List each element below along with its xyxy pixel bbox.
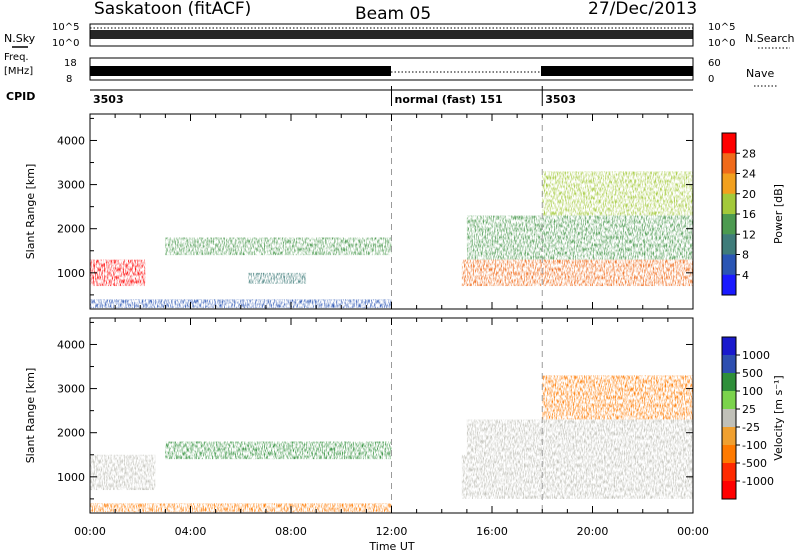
freq-panel: Freq. [MHz] 18 8 60 0 Nave: [4, 52, 778, 87]
cpid-entry-2: 3503: [545, 93, 576, 106]
colorbar-tick-label: 100: [742, 385, 763, 398]
nave-tick-top: 60: [708, 58, 721, 69]
colorbar-cell: [722, 409, 736, 428]
noise-tick-bottom-left: 10^0: [52, 38, 79, 49]
x-tick-label: 00:00: [74, 525, 106, 538]
power-axes: 1000 2000 3000 4000 Slant Range [km]: [24, 114, 694, 309]
colorbar-label: Velocity [m s⁻¹]: [772, 375, 785, 460]
noise-panel: 10^5 10^0 10^5 10^0 N.Sky N.Search: [4, 22, 795, 49]
colorbar-cell: [722, 274, 736, 296]
colorbar-tick-label: 16: [742, 208, 756, 221]
colorbar-label: Power [dB]: [772, 184, 785, 244]
y-axis-label: Slant Range [km]: [24, 368, 37, 464]
x-tick-label: 04:00: [175, 525, 207, 538]
colorbar-cell: [722, 463, 736, 482]
colorbar-tick-label: 25: [742, 403, 756, 416]
power-data: [90, 171, 693, 309]
colorbar-cell: [722, 337, 736, 356]
colorbar-tick-label: 500: [742, 367, 763, 380]
colorbar-tick-label: 20: [742, 188, 756, 201]
freq-tick-top: 18: [64, 58, 77, 69]
y-tick-label: 2000: [57, 427, 85, 440]
scatter-region-2: [90, 503, 392, 513]
time-axis: 00:00 04:00 08:00 12:00 16:00 20:00 00:00 Time …: [74, 525, 709, 553]
colorbar-tick-label: 4: [742, 269, 749, 282]
colorbar-frame: [721, 336, 737, 500]
scatter-region-4: [466, 419, 693, 455]
cpid-label: CPID: [6, 90, 35, 103]
colorbar-tick-label: -1000: [742, 475, 774, 488]
scatter-region-3: [90, 299, 392, 309]
colorbar-cell: [722, 373, 736, 392]
scatter-region-2: [248, 272, 307, 284]
x-axis-label: Time UT: [368, 540, 414, 553]
nsearch-label: N.Search: [745, 32, 795, 45]
scatter-region-6: [542, 171, 693, 216]
nsky-label: N.Sky: [4, 32, 36, 45]
cpid-panel: CPID 3503 normal (fast) 151 3503: [6, 86, 693, 106]
beam-title: Beam 05: [355, 4, 431, 24]
colorbar-tick-label: 12: [742, 228, 756, 241]
colorbar-tick-label: 8: [742, 249, 749, 262]
velocity-colorbar: 1000 500 100 25 -25 -100 -500 -1000 Velocity [m …: [721, 336, 785, 500]
date-title: 27/Dec/2013: [588, 0, 697, 19]
scatter-region-1: [165, 237, 392, 256]
colorbar-tick-label: -500: [742, 457, 767, 470]
scatter-region-5: [466, 215, 693, 260]
freq-label-1: Freq.: [4, 52, 29, 63]
y-tick-label: 4000: [57, 338, 85, 351]
freq-label-2: [MHz]: [4, 66, 33, 77]
y-tick-label: 2000: [57, 223, 85, 236]
colorbar-cell: [722, 427, 736, 446]
x-tick-label: 08:00: [275, 525, 307, 538]
cpid-entry-1: normal (fast) 151: [395, 93, 503, 106]
colorbar-tick-label: 28: [742, 147, 756, 160]
nave-label: Nave: [746, 67, 774, 80]
colorbar-cell: [722, 193, 736, 215]
scatter-region-1: [165, 441, 392, 460]
colorbar-cell: [722, 445, 736, 464]
y-tick-label: 1000: [57, 267, 85, 280]
colorbar-cell: [722, 153, 736, 174]
nave-tick-bottom: 0: [708, 74, 714, 85]
colorbar-cell: [722, 254, 736, 276]
colorbar-cell: [722, 234, 736, 255]
noise-tick-bottom-right: 10^0: [708, 38, 735, 49]
freq-tick-bottom: 8: [66, 74, 72, 85]
scatter-region-3: [461, 454, 693, 499]
x-tick-label: 12:00: [376, 525, 408, 538]
colorbar-tick-label: -25: [742, 421, 760, 434]
velocity-data: [90, 375, 693, 513]
colorbar-tick-label: 24: [742, 168, 756, 181]
colorbar-cell: [722, 214, 736, 235]
colorbar-cell: [722, 173, 736, 195]
scatter-region-0: [90, 259, 146, 287]
velocity-panel: 1000 2000 3000 4000 Slant Range [km]: [24, 317, 694, 514]
y-tick-label: 3000: [57, 179, 85, 192]
y-axis-label: Slant Range [km]: [24, 164, 37, 260]
x-tick-label: 00:00: [677, 525, 709, 538]
noise-tick-top-left: 10^5: [52, 22, 79, 33]
x-tick-label: 16:00: [476, 525, 508, 538]
power-panel: 1000 2000 3000 4000 Slant Range [km]: [24, 113, 694, 310]
y-tick-label: 1000: [57, 471, 85, 484]
noise-tick-top-right: 10^5: [708, 22, 735, 33]
cpid-entry-0: 3503: [93, 93, 124, 106]
y-tick-label: 4000: [57, 134, 85, 147]
power-colorbar: 4 8 12 16 20 24 28 Power [dB]: [721, 132, 785, 296]
colorbar-tick-label: 1000: [742, 349, 770, 362]
colorbar-cell: [722, 391, 736, 410]
colorbar-cell: [722, 481, 736, 500]
velocity-axes: 1000 2000 3000 4000 Slant Range [km]: [24, 318, 694, 513]
radar-title: Saskatoon (fitACF): [94, 0, 251, 19]
scatter-region-5: [542, 375, 693, 420]
colorbar-cell: [722, 133, 736, 154]
y-tick-label: 3000: [57, 383, 85, 396]
colorbar-tick-label: -100: [742, 439, 767, 452]
scatter-region-4: [461, 259, 693, 287]
colorbar-cell: [722, 355, 736, 374]
scatter-region-0: [90, 454, 156, 491]
x-tick-label: 20:00: [577, 525, 609, 538]
